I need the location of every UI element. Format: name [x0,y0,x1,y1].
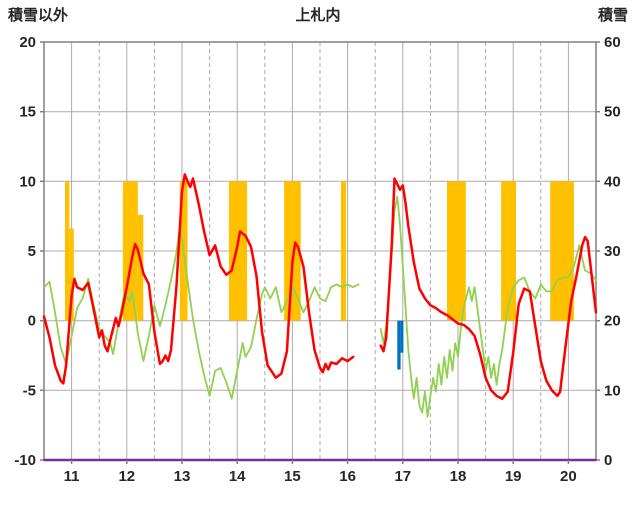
x-tick-label: 14 [229,468,246,485]
x-tick-label: 16 [339,468,356,485]
x-tick-label: 13 [174,468,191,485]
sunshine-bars-bar [69,228,74,321]
left-tick-label: -5 [23,382,36,399]
sunshine-bars-bar [65,181,70,321]
sunshine-bars-bar [137,214,144,321]
left-tick-label: 10 [19,173,36,190]
sunshine-bars-bar [341,181,346,321]
left-axis-title: 積雪以外 [8,7,69,24]
sunshine-bars-bar [550,181,574,321]
left-tick-label: 5 [28,243,36,260]
green-line [43,195,597,418]
x-tick-label: 17 [394,468,411,485]
left-tick-label: 15 [19,104,36,121]
x-tick-label: 15 [284,468,301,485]
right-tick-label: 10 [604,382,621,399]
precipitation-bars-bar [400,320,404,353]
x-tick-label: 18 [450,468,467,485]
sunshine-bars-bar [501,181,516,321]
temperature-line [42,173,598,400]
precipitation-bars-bar [397,320,401,370]
left-tick-label: -10 [14,452,36,469]
right-tick-label: 0 [604,452,612,469]
sunshine-bars-bar [284,181,301,321]
right-tick-label: 30 [604,243,621,260]
right-tick-label: 40 [604,173,621,190]
right-tick-label: 20 [604,313,621,330]
right-axis-title: 積雪 [597,7,628,24]
right-tick-label: 50 [604,104,621,121]
chart-title: 上札内 [295,7,341,24]
x-tick-label: 20 [560,468,577,485]
x-tick-label: 11 [64,468,80,485]
sunshine-bars-bar [228,181,248,321]
x-tick-label: 19 [505,468,522,485]
precipitation-bars [397,320,404,370]
left-tick-label: 20 [19,34,36,51]
x-tick-label: 12 [118,468,135,485]
left-tick-label: 0 [28,313,36,330]
right-tick-label: 60 [604,34,621,51]
sunshine-bars-bar [447,181,466,321]
